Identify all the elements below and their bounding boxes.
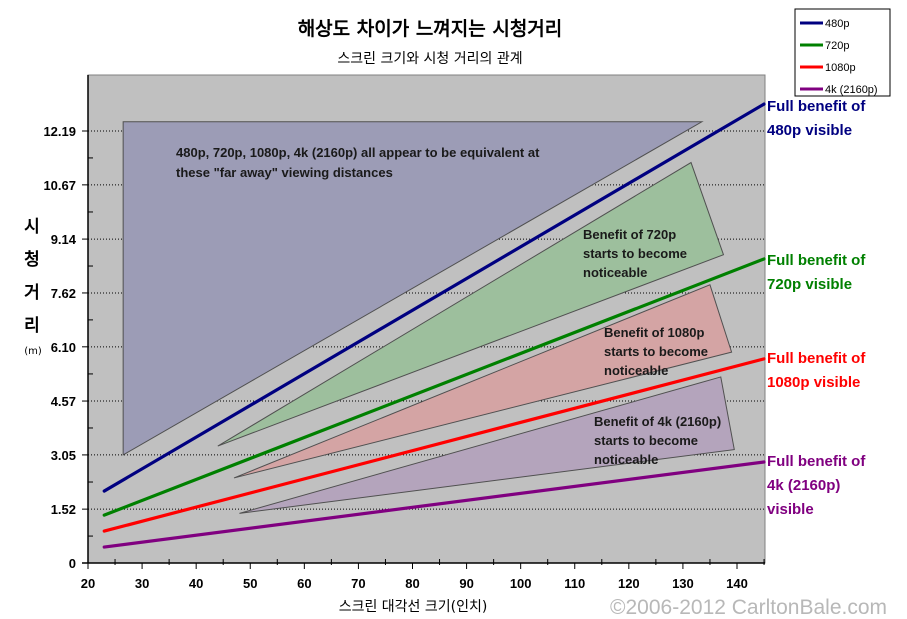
legend-label: 1080p — [825, 62, 856, 74]
far-away-region — [122, 121, 704, 456]
x-tick-labels: 20 30 40 50 60 70 80 90 100 110 120 130 140 — [81, 576, 748, 591]
y-tick-label: 10.67 — [43, 178, 76, 193]
y-axis-label-char: 리 — [24, 316, 40, 336]
series-end-label: 720p visible — [767, 276, 852, 293]
watermark: ©2006-2012 CarltonBale.com — [610, 596, 887, 619]
y-tick-label: 1.52 — [51, 502, 76, 517]
series-end-label: 4k (2160p) — [767, 477, 840, 494]
x-tick-label: 130 — [672, 576, 694, 591]
region-annotation-text: noticeable — [604, 363, 668, 378]
region-annotation-text: starts to become — [583, 246, 687, 261]
x-tick-label: 70 — [351, 576, 365, 591]
series-end-label: Full benefit of — [767, 252, 866, 269]
series-line-1080p — [102, 357, 766, 533]
annotation-regions — [122, 121, 735, 514]
y-tick-label: 4.57 — [51, 394, 76, 409]
region-annotation-text: Benefit of 4k (2160p) — [594, 414, 721, 429]
region-annotation-text: starts to become — [604, 344, 708, 359]
region-annotation-text: noticeable — [583, 265, 647, 280]
y-tick-label: 7.62 — [51, 286, 76, 301]
y-axis-label-char: 시 — [24, 217, 40, 237]
series-line-720p — [102, 257, 766, 517]
x-tick-label: 30 — [135, 576, 149, 591]
y-axis-label: 시 청 거 리 (m) — [24, 217, 42, 357]
chart-title: 해상도 차이가 느껴지는 시청거리 — [298, 18, 563, 40]
x-tick-label: 50 — [243, 576, 257, 591]
region-annotation-text: starts to become — [594, 433, 698, 448]
y-tick-label: 9.14 — [51, 232, 77, 247]
region-annotations: 480p, 720p, 1080p, 4k (2160p) all appear… — [176, 145, 721, 467]
x-tick-label: 100 — [510, 576, 532, 591]
1080p-benefit-region — [233, 284, 733, 479]
series-line-480p — [102, 102, 766, 493]
x-tick-label: 40 — [189, 576, 203, 591]
series-end-label: visible — [767, 501, 814, 518]
series-end-label: 1080p visible — [767, 374, 860, 391]
region-annotation-text: Benefit of 1080p — [604, 325, 704, 340]
series-lines — [102, 102, 766, 549]
chart-subtitle: 스크린 크기와 시청 거리의 관계 — [337, 51, 522, 67]
axes — [82, 75, 765, 569]
720p-benefit-region — [217, 161, 725, 447]
series-end-label: Full benefit of — [767, 350, 866, 367]
y-axis-label-char: 청 — [24, 249, 40, 270]
legend-label: 480p — [825, 18, 849, 30]
region-annotation-text: noticeable — [594, 452, 658, 467]
x-tick-label: 60 — [297, 576, 311, 591]
legend-label: 720p — [825, 40, 849, 52]
series-end-label: Full benefit of — [767, 453, 866, 470]
y-tick-label: 3.05 — [51, 448, 76, 463]
region-annotation-text: 480p, 720p, 1080p, 4k (2160p) all appear… — [176, 145, 540, 160]
series-line-4k — [102, 460, 766, 549]
4k-benefit-region — [239, 376, 735, 514]
legend: 480p 720p 1080p 4k (2160p) — [794, 8, 891, 97]
series-end-label: Full benefit of — [767, 98, 866, 115]
y-tick-label: 0 — [69, 556, 76, 571]
y-tick-label: 12.19 — [43, 124, 76, 139]
region-annotation-text: Benefit of 720p — [583, 227, 676, 242]
x-axis-label: 스크린 대각선 크기(인치) — [339, 599, 488, 615]
y-tick-label: 6.10 — [51, 340, 76, 355]
x-tick-label: 80 — [405, 576, 419, 591]
x-tick-label: 110 — [564, 576, 585, 591]
x-tick-label: 90 — [459, 576, 473, 591]
legend-label: 4k (2160p) — [825, 84, 878, 96]
series-end-labels: Full benefit of 480p visible Full benefit … — [767, 98, 866, 518]
y-tick-labels: 0 1.52 3.05 4.57 6.10 7.62 9.14 10.67 12.19 — [43, 124, 76, 571]
series-end-label: 480p visible — [767, 122, 852, 139]
x-tick-label: 140 — [726, 576, 748, 591]
x-tick-label: 20 — [81, 576, 95, 591]
region-annotation-text: these "far away" viewing distances — [176, 165, 393, 180]
y-axis-label-char: 거 — [24, 283, 40, 303]
y-axis-unit: (m) — [24, 346, 42, 357]
x-tick-label: 120 — [618, 576, 640, 591]
